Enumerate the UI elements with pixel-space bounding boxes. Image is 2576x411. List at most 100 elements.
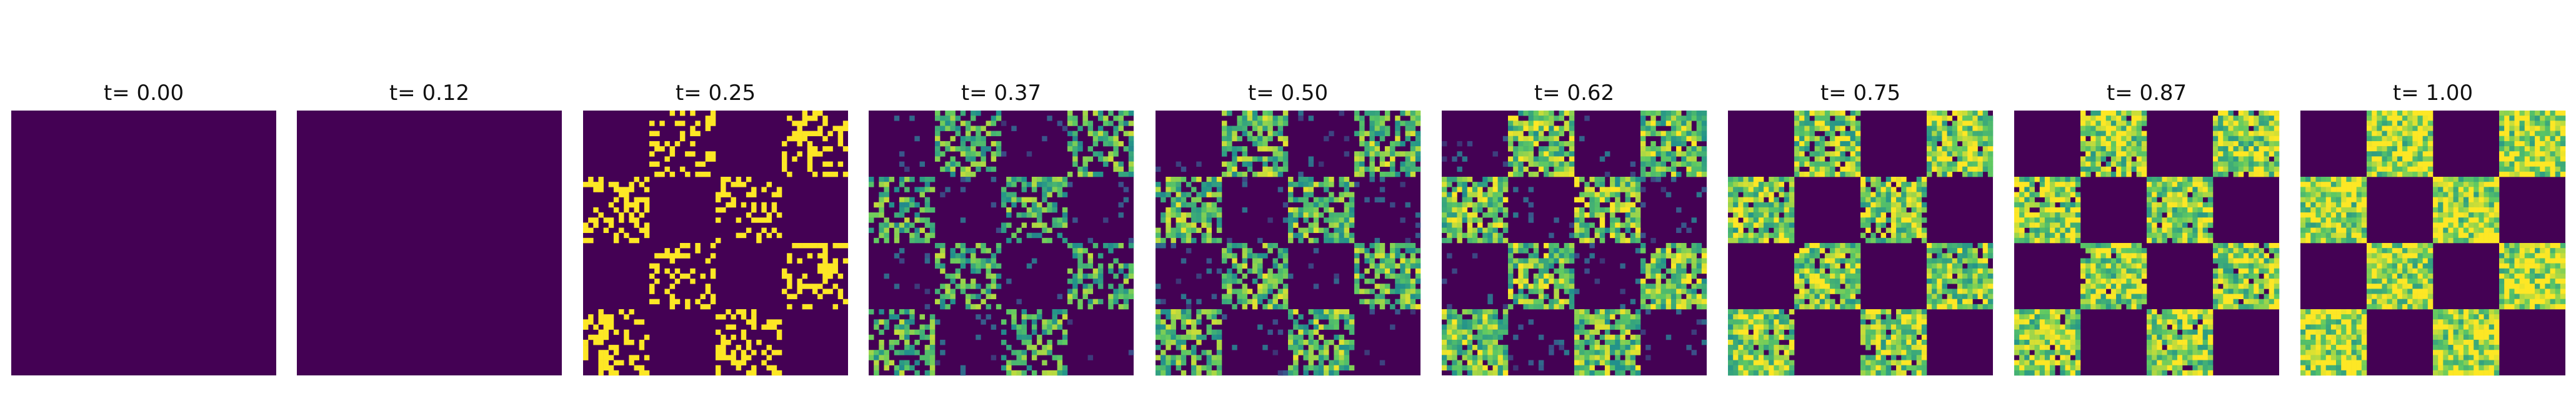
heatmap-cell — [1482, 177, 1488, 182]
heatmap-cell — [1502, 136, 1509, 142]
heatmap-cell — [1062, 182, 1068, 187]
heatmap-cell — [588, 314, 594, 320]
heatmap-cell — [1222, 126, 1227, 131]
heatmap-cell — [1508, 171, 1514, 177]
heatmap-cell — [1508, 273, 1514, 279]
heatmap-cell — [1298, 232, 1304, 239]
heatmap-cell — [1635, 345, 1641, 350]
heatmap-cell — [608, 182, 614, 187]
heatmap-cell — [1374, 263, 1380, 269]
heatmap-cell — [1906, 324, 1912, 330]
heatmap-cell — [904, 329, 910, 335]
heatmap-cell — [1186, 319, 1192, 325]
heatmap-cell — [1472, 187, 1478, 192]
heatmap-cell — [1528, 289, 1534, 294]
heatmap-cell — [1911, 329, 1917, 335]
heatmap-cell — [1670, 141, 1677, 147]
heatmap-cell — [1701, 248, 1707, 254]
heatmap-cell — [1824, 171, 1830, 177]
heatmap-cell — [1799, 289, 1805, 294]
heatmap-cell — [664, 156, 670, 162]
heatmap-cell — [598, 329, 604, 335]
heatmap-cell — [1814, 243, 1820, 249]
heatmap-cell — [776, 187, 782, 192]
heatmap-cell — [1824, 131, 1830, 137]
heatmap-cell — [1604, 360, 1610, 365]
heatmap-cell — [940, 299, 946, 305]
heatmap-cell — [1809, 121, 1815, 126]
heatmap-cell — [1523, 279, 1529, 284]
heatmap-cell — [996, 111, 1002, 116]
heatmap-cell — [889, 177, 895, 182]
heatmap-cell — [1118, 116, 1124, 121]
heatmap-cell — [1262, 171, 1268, 177]
heatmap-cell — [1544, 263, 1549, 269]
heatmap-cell — [1937, 136, 1942, 142]
heatmap-cell — [1513, 131, 1519, 137]
heatmap-cell — [1472, 217, 1478, 223]
heatmap-cell — [822, 263, 828, 269]
heatmap-cell — [2259, 126, 2264, 131]
heatmap-cell — [1804, 273, 1810, 279]
heatmap-cell — [1277, 136, 1284, 142]
heatmap-cell — [1937, 121, 1942, 126]
heatmap-cell — [1604, 324, 1610, 330]
heatmap-cell — [1676, 273, 1682, 279]
heatmap-cell — [1087, 355, 1094, 360]
heatmap-cell — [1369, 309, 1375, 315]
heatmap-cell — [716, 329, 721, 335]
heatmap-cell — [1794, 279, 1800, 284]
heatmap-cell — [1384, 284, 1390, 289]
heatmap-cell — [1282, 253, 1289, 259]
heatmap-cell — [996, 284, 1002, 289]
heatmap-cell — [1728, 370, 1734, 376]
heatmap-cell — [1354, 151, 1360, 157]
heatmap-cell — [1092, 273, 1099, 279]
heatmap-cell — [1196, 319, 1202, 325]
heatmap-cell — [1681, 116, 1687, 121]
heatmap-cell — [822, 279, 828, 284]
heatmap-cell — [1670, 126, 1677, 131]
heatmap-cell — [1277, 263, 1284, 269]
heatmap-cell — [1696, 243, 1702, 249]
heatmap-cell — [1282, 151, 1289, 157]
heatmap-cell — [1962, 294, 1968, 299]
heatmap-cell — [1579, 232, 1585, 239]
heatmap-cell — [909, 319, 915, 325]
heatmap-cell — [1313, 339, 1319, 345]
heatmap-cell — [935, 116, 941, 121]
heatmap-cell — [1502, 197, 1509, 203]
heatmap-cell — [1880, 232, 1887, 239]
heatmap-cell — [1947, 268, 1953, 274]
heatmap-cell — [1901, 207, 1907, 213]
heatmap-cell — [1191, 365, 1197, 371]
heatmap-cell — [1103, 156, 1109, 162]
heatmap-cell — [1850, 243, 1856, 249]
heatmap-cell — [1927, 268, 1932, 274]
heatmap-cell — [1927, 131, 1932, 137]
heatmap-cell — [842, 171, 849, 177]
heatmap-cell — [1860, 334, 1866, 340]
heatmap-cell — [1171, 202, 1176, 208]
heatmap-cell — [960, 111, 966, 116]
heatmap-cell — [2264, 151, 2269, 157]
heatmap-cell — [1176, 187, 1182, 192]
heatmap-cell — [1052, 177, 1057, 182]
heatmap-cell — [1982, 273, 1989, 279]
heatmap-cell — [1166, 309, 1171, 315]
heatmap-cell — [1932, 141, 1937, 147]
heatmap-cell — [1819, 141, 1825, 147]
heatmap-cell — [822, 253, 828, 259]
heatmap-cell — [2259, 141, 2264, 147]
heatmap-cell — [1077, 304, 1083, 310]
heatmap-cell — [1308, 207, 1314, 213]
heatmap-cell — [1487, 345, 1493, 350]
heatmap-cell — [1369, 304, 1375, 310]
heatmap-cell — [746, 192, 752, 197]
heatmap-cell — [1655, 268, 1661, 274]
heatmap-cell — [1518, 126, 1524, 131]
heatmap-cell — [1186, 182, 1192, 187]
heatmap-cell — [1359, 248, 1365, 254]
heatmap-cell — [716, 217, 721, 223]
heatmap-cell — [2100, 141, 2107, 147]
